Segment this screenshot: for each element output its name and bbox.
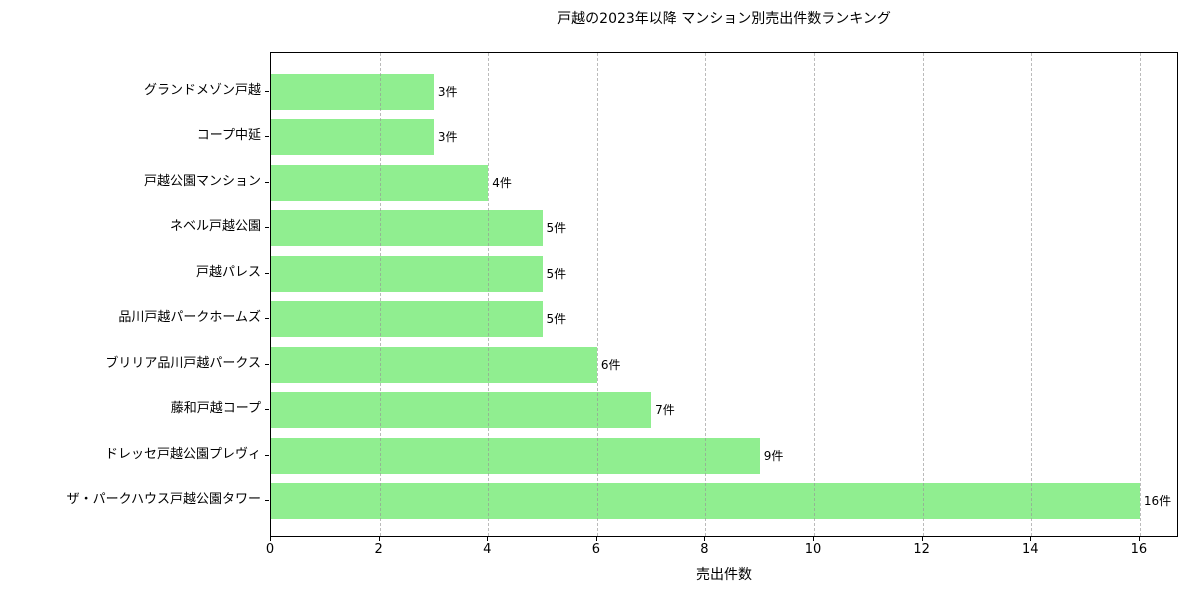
x-tick-mark-8 (704, 537, 706, 541)
y-tick-mark-5 (265, 318, 269, 320)
bar-value-label-4: 5件 (546, 266, 567, 281)
y-tick-mark-0 (265, 91, 269, 92)
y-tick-label-7: 藤和戸越コープ (170, 401, 261, 417)
x-tick-mark-14 (1030, 537, 1032, 541)
y-tick-label-3: ネベル戸越公園 (169, 219, 261, 235)
gridline-x-12 (922, 53, 924, 536)
x-tick-mark-6 (595, 537, 597, 541)
x-tick-mark-12 (921, 537, 923, 541)
y-tick-mark-4 (265, 272, 269, 274)
plot-area: 3件 3件 4件 5件 5件 5件 6件 7件 9件 16件 (270, 52, 1178, 537)
y-tick-label-5: 品川戸越パークホームズ (118, 310, 261, 326)
bar-value-label-0: 3件 (437, 85, 458, 99)
y-tick-label-8: ドレッセ戸越公園プレヴィ (104, 446, 261, 462)
x-axis-label: 売出件数 (696, 567, 752, 583)
y-tick-mark-1 (265, 136, 269, 138)
x-tick-label-12: 12 (913, 542, 930, 557)
x-tick-label-10: 10 (804, 542, 822, 557)
bar-value-label-1: 3件 (437, 130, 458, 145)
x-tick-label-14: 14 (1022, 542, 1039, 557)
bar-8 (271, 437, 760, 474)
x-tick-mark-16 (1138, 537, 1140, 541)
x-tick-mark-4 (487, 537, 489, 541)
y-tick-label-1: コープ中延 (196, 128, 261, 144)
gridline-x-16 (1139, 53, 1141, 536)
x-tick-label-6: 6 (591, 542, 600, 557)
bar-value-label-3: 5件 (546, 221, 567, 236)
gridline-x-10 (814, 53, 816, 536)
y-tick-mark-3 (265, 227, 269, 229)
bar-value-label-8: 9件 (763, 448, 784, 463)
y-tick-mark-7 (265, 409, 269, 411)
bar-1 (271, 119, 434, 156)
gridline-x-6 (596, 53, 598, 536)
bar-6 (271, 346, 597, 383)
gridline-x-8 (705, 53, 707, 536)
y-tick-mark-2 (265, 181, 269, 183)
bar-value-label-7: 7件 (655, 403, 675, 418)
bar-3 (271, 210, 543, 247)
y-tick-label-0: グランドメゾン戸越 (143, 83, 261, 98)
y-tick-mark-6 (265, 363, 269, 365)
x-tick-label-16: 16 (1130, 542, 1148, 557)
y-tick-label-9: ザ・パークハウス戸越公園タワー (66, 491, 261, 507)
y-tick-mark-8 (265, 454, 269, 456)
chart-title: 戸越の2023年以降 マンション別売出件数ランキング (557, 11, 891, 27)
bar-value-label-2: 4件 (492, 175, 512, 190)
gridline-x-14 (1031, 53, 1033, 536)
bar-5 (271, 301, 543, 338)
bar-value-label-9: 16件 (1143, 493, 1172, 508)
x-tick-label-4: 4 (483, 542, 492, 557)
x-tick-mark-0 (270, 537, 271, 541)
bar-value-label-5: 5件 (546, 312, 567, 327)
x-tick-mark-10 (813, 537, 815, 541)
bar-value-label-6: 6件 (600, 357, 621, 372)
x-tick-label-8: 8 (700, 542, 709, 557)
x-tick-label-0: 0 (265, 542, 275, 557)
bar-7 (271, 392, 652, 429)
bar-0 (271, 74, 434, 110)
y-tick-mark-9 (265, 499, 269, 501)
y-tick-label-4: 戸越パレス (195, 264, 261, 280)
bar-4 (271, 255, 543, 292)
x-tick-mark-2 (378, 537, 380, 541)
y-tick-label-6: ブリリア品川戸越パークス (105, 355, 261, 371)
gridline-x-2 (379, 53, 381, 536)
y-tick-label-2: 戸越公園マンション (143, 173, 261, 189)
gridline-x-4 (488, 53, 490, 536)
x-tick-label-2: 2 (374, 542, 383, 557)
